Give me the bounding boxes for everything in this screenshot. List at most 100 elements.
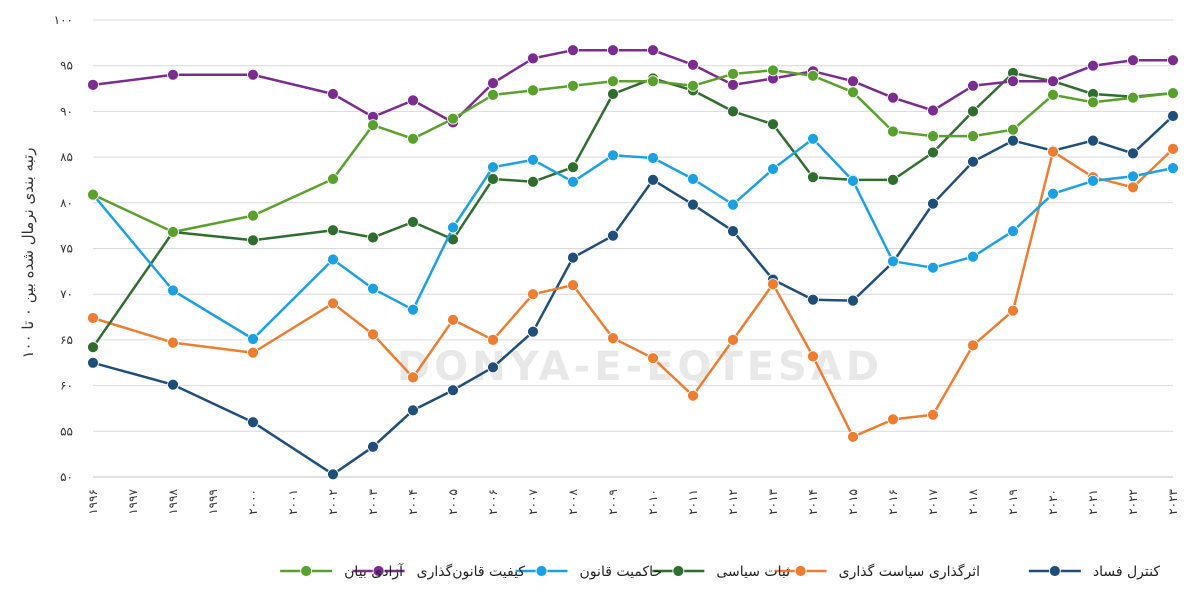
y-tick-label: ۷۰ — [60, 287, 73, 301]
data-point — [967, 79, 979, 92]
legend-label: کنترل فساد — [1093, 564, 1160, 580]
x-tick-label: ۲۰۱۲ — [726, 489, 740, 515]
data-point — [807, 293, 819, 306]
data-point — [447, 112, 459, 125]
data-point — [847, 430, 859, 443]
data-point — [727, 105, 739, 118]
data-point — [407, 94, 419, 107]
data-point — [647, 44, 659, 57]
data-point — [727, 198, 739, 211]
data-point — [167, 284, 179, 297]
data-point — [487, 161, 499, 174]
data-point — [1007, 304, 1019, 317]
y-tick-label: ۶۵ — [60, 333, 73, 347]
data-point — [247, 333, 259, 345]
data-point — [327, 88, 339, 100]
x-tick-label: ۲۰۰۲ — [326, 489, 340, 515]
legend-swatch-marker — [372, 565, 385, 577]
data-point — [807, 132, 819, 145]
data-point — [807, 171, 819, 184]
x-tick-label: ۲۰۲۳ — [1166, 488, 1180, 514]
gridlines — [93, 19, 1173, 478]
legend-swatch-marker — [672, 565, 685, 577]
data-point — [167, 378, 179, 391]
data-point — [1167, 110, 1179, 122]
data-point — [1127, 181, 1139, 194]
data-point — [327, 224, 339, 237]
data-point — [847, 86, 859, 99]
legend-swatch-marker — [535, 565, 548, 577]
data-point — [487, 333, 499, 346]
data-point — [1047, 145, 1059, 158]
data-point — [927, 130, 939, 143]
legend-swatch-marker — [794, 565, 807, 577]
x-tick-label: ۱۹۹۹ — [206, 489, 220, 515]
y-tick-label: ۹۰ — [60, 104, 73, 118]
x-tick-label: ۲۰۲۲ — [1126, 489, 1140, 515]
data-point — [567, 251, 579, 264]
data-point — [527, 84, 539, 97]
data-point — [487, 89, 499, 101]
data-point — [1007, 225, 1019, 238]
data-point — [647, 75, 659, 88]
data-point — [407, 216, 419, 228]
y-axis-title: رتبه بندی نرمال شده بین ۰ تا ۱۰۰ — [19, 147, 37, 358]
data-point — [847, 174, 859, 187]
data-point — [1167, 162, 1179, 175]
x-tick-label: ۱۹۹۷ — [126, 488, 140, 514]
x-tick-label: ۲۰۰۴ — [406, 489, 420, 515]
data-point — [527, 175, 539, 188]
data-point — [607, 75, 619, 88]
data-point — [1087, 96, 1099, 109]
data-point — [767, 278, 779, 291]
data-point — [807, 69, 819, 82]
data-point — [87, 312, 99, 324]
data-point — [487, 77, 499, 89]
data-point — [367, 282, 379, 295]
data-point — [887, 173, 899, 186]
data-point — [727, 225, 739, 238]
x-tick-label: ۱۹۹۸ — [166, 488, 180, 514]
x-tick-label: ۲۰۱۰ — [646, 489, 660, 515]
x-tick-label: ۲۰۱۱ — [686, 489, 700, 515]
data-point — [567, 279, 579, 292]
data-point — [927, 261, 939, 274]
data-point — [567, 44, 579, 57]
data-point — [1127, 147, 1139, 160]
legend-label: حاکمیت قانون — [580, 564, 662, 580]
x-tick-label: ۲۰۰۸ — [566, 488, 580, 514]
data-point — [887, 125, 899, 138]
data-point — [607, 149, 619, 162]
series — [87, 64, 1179, 238]
data-point — [527, 153, 539, 166]
data-point — [607, 332, 619, 345]
x-tick-label: ۲۰۲۰ — [1046, 489, 1060, 515]
data-point — [607, 44, 619, 57]
legend-swatch-marker — [300, 565, 313, 577]
axes: ۵۰ ۵۵ ۶۰ ۶۵ ۷۰ ۷۵ ۸۰ ۸۵ ۹۰ ۹۵ ۱۰۰ ۱۹۹۶ ۱۹۹۷ ۱۹۹۸ ۱۹۹۹ ۲… — [54, 13, 1180, 515]
data-point — [247, 416, 259, 429]
data-point — [167, 336, 179, 349]
y-tick-label: ۵۰ — [60, 470, 73, 484]
data-point — [407, 132, 419, 145]
legend-item: حاکمیت قانون — [515, 564, 662, 580]
data-point — [1047, 89, 1059, 101]
legend-item: آزادی بیان — [280, 563, 404, 580]
data-point — [1007, 75, 1019, 88]
data-point — [1047, 187, 1059, 200]
legend-item: اثرگذاری سیاست گذاری — [774, 563, 980, 580]
legend-swatch-marker — [1048, 565, 1061, 577]
legend-label: کیفیت قانون‌گذاری — [417, 563, 526, 580]
data-point — [447, 313, 459, 326]
data-point — [807, 350, 819, 363]
data-point — [687, 389, 699, 402]
x-tick-label: ۲۰۱۷ — [926, 488, 940, 514]
y-tick-label: ۶۰ — [60, 379, 73, 393]
data-point — [687, 198, 699, 211]
data-point — [767, 64, 779, 77]
legend-item: ثبات سیاسی — [652, 564, 790, 580]
data-point — [927, 104, 939, 117]
series — [87, 110, 1179, 481]
